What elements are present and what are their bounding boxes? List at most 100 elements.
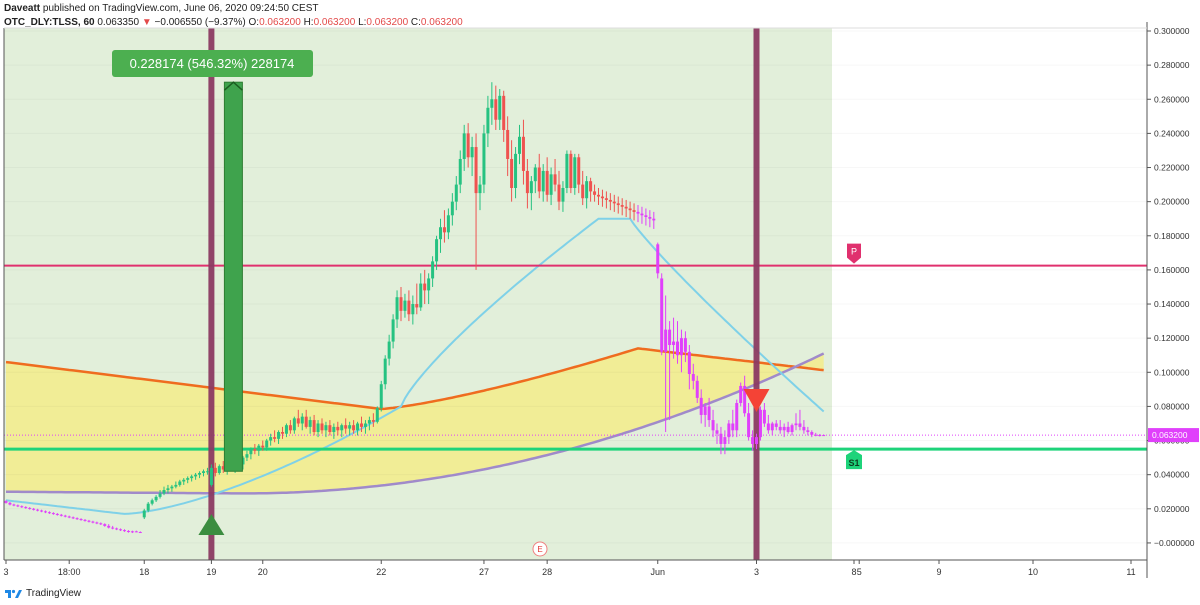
candle[interactable] bbox=[363, 423, 367, 427]
candle[interactable] bbox=[739, 385, 743, 404]
candle[interactable] bbox=[24, 507, 28, 509]
candle[interactable] bbox=[478, 184, 482, 194]
candle[interactable] bbox=[150, 500, 154, 504]
candle[interactable] bbox=[332, 426, 336, 433]
candle[interactable] bbox=[142, 510, 146, 518]
candle[interactable] bbox=[221, 466, 225, 470]
candle[interactable] bbox=[814, 434, 818, 436]
candle[interactable] bbox=[367, 420, 371, 424]
axes[interactable]: 0.300000 0.280000 0.260000 0.240000 0.220000… bbox=[3, 22, 1200, 578]
candle[interactable] bbox=[87, 520, 91, 522]
candle[interactable] bbox=[379, 384, 383, 409]
candle[interactable] bbox=[774, 423, 778, 427]
candle[interactable] bbox=[198, 472, 202, 475]
candle[interactable] bbox=[711, 420, 715, 431]
candle[interactable] bbox=[40, 510, 44, 512]
candle[interactable] bbox=[281, 432, 284, 434]
candle[interactable] bbox=[743, 385, 747, 414]
candle[interactable] bbox=[103, 524, 107, 526]
candle[interactable] bbox=[470, 147, 474, 158]
candle[interactable] bbox=[123, 530, 126, 532]
candle[interactable] bbox=[32, 508, 36, 510]
candle[interactable] bbox=[28, 507, 32, 509]
candle[interactable] bbox=[794, 423, 798, 426]
candle[interactable] bbox=[8, 502, 12, 505]
candle[interactable] bbox=[731, 423, 735, 431]
candle[interactable] bbox=[648, 217, 652, 219]
candle[interactable] bbox=[296, 418, 300, 424]
candle[interactable] bbox=[640, 213, 644, 216]
candle[interactable] bbox=[12, 504, 16, 506]
candle[interactable] bbox=[383, 358, 387, 385]
candles[interactable] bbox=[4, 82, 826, 534]
candle[interactable] bbox=[442, 227, 446, 233]
candle[interactable] bbox=[687, 351, 691, 374]
candle[interactable] bbox=[411, 304, 415, 315]
candle[interactable] bbox=[111, 527, 115, 529]
candle[interactable] bbox=[213, 467, 217, 473]
candle[interactable] bbox=[328, 425, 332, 433]
candle[interactable] bbox=[415, 304, 419, 308]
candle[interactable] bbox=[751, 437, 755, 444]
candle[interactable] bbox=[59, 514, 63, 516]
candle[interactable] bbox=[166, 488, 170, 491]
candle[interactable] bbox=[419, 283, 423, 308]
candle[interactable] bbox=[146, 503, 150, 511]
candle[interactable] bbox=[194, 474, 198, 477]
candle[interactable] bbox=[174, 484, 178, 487]
candle[interactable] bbox=[261, 445, 265, 448]
candle[interactable] bbox=[695, 380, 699, 398]
candle[interactable] bbox=[723, 437, 727, 444]
candle[interactable] bbox=[320, 423, 324, 431]
candle[interactable] bbox=[518, 136, 521, 154]
candle[interactable] bbox=[770, 423, 774, 431]
candle[interactable] bbox=[458, 158, 462, 185]
candle[interactable] bbox=[679, 338, 683, 356]
candle[interactable] bbox=[573, 157, 577, 188]
candle[interactable] bbox=[360, 423, 363, 427]
candle[interactable] bbox=[178, 481, 182, 485]
candle[interactable] bbox=[300, 416, 304, 424]
candle[interactable] bbox=[747, 413, 751, 438]
candle[interactable] bbox=[822, 435, 826, 437]
candle[interactable] bbox=[134, 531, 138, 533]
candle[interactable] bbox=[786, 426, 790, 433]
candle[interactable] bbox=[292, 418, 296, 431]
candle[interactable] bbox=[130, 531, 134, 533]
candle[interactable] bbox=[348, 425, 352, 429]
candle[interactable] bbox=[612, 201, 616, 204]
candle[interactable] bbox=[628, 208, 632, 211]
candle[interactable] bbox=[790, 425, 794, 433]
candle[interactable] bbox=[502, 95, 506, 130]
candle[interactable] bbox=[727, 423, 731, 438]
candle[interactable] bbox=[107, 525, 111, 528]
candle[interactable] bbox=[340, 425, 344, 431]
candle[interactable] bbox=[490, 99, 494, 108]
candle[interactable] bbox=[553, 174, 557, 185]
candle[interactable] bbox=[352, 425, 356, 431]
candle[interactable] bbox=[158, 493, 162, 497]
candle[interactable] bbox=[510, 158, 514, 188]
candle[interactable] bbox=[99, 523, 103, 525]
candle[interactable] bbox=[36, 509, 40, 511]
candle[interactable] bbox=[407, 300, 411, 315]
candle[interactable] bbox=[241, 457, 245, 465]
candle[interactable] bbox=[217, 466, 221, 473]
candle[interactable] bbox=[423, 283, 427, 291]
candle[interactable] bbox=[636, 211, 640, 214]
candle[interactable] bbox=[758, 409, 762, 438]
candle[interactable] bbox=[782, 426, 786, 431]
candle[interactable] bbox=[498, 95, 502, 120]
candle[interactable] bbox=[778, 426, 782, 431]
candle[interactable] bbox=[755, 437, 758, 444]
candle[interactable] bbox=[561, 187, 565, 202]
candle[interactable] bbox=[265, 440, 269, 448]
candle[interactable] bbox=[644, 215, 648, 218]
candle[interactable] bbox=[83, 519, 87, 521]
candle[interactable] bbox=[597, 194, 600, 197]
candle[interactable] bbox=[466, 133, 470, 158]
candle[interactable] bbox=[541, 170, 545, 192]
candle[interactable] bbox=[75, 518, 79, 520]
candle[interactable] bbox=[600, 196, 604, 199]
